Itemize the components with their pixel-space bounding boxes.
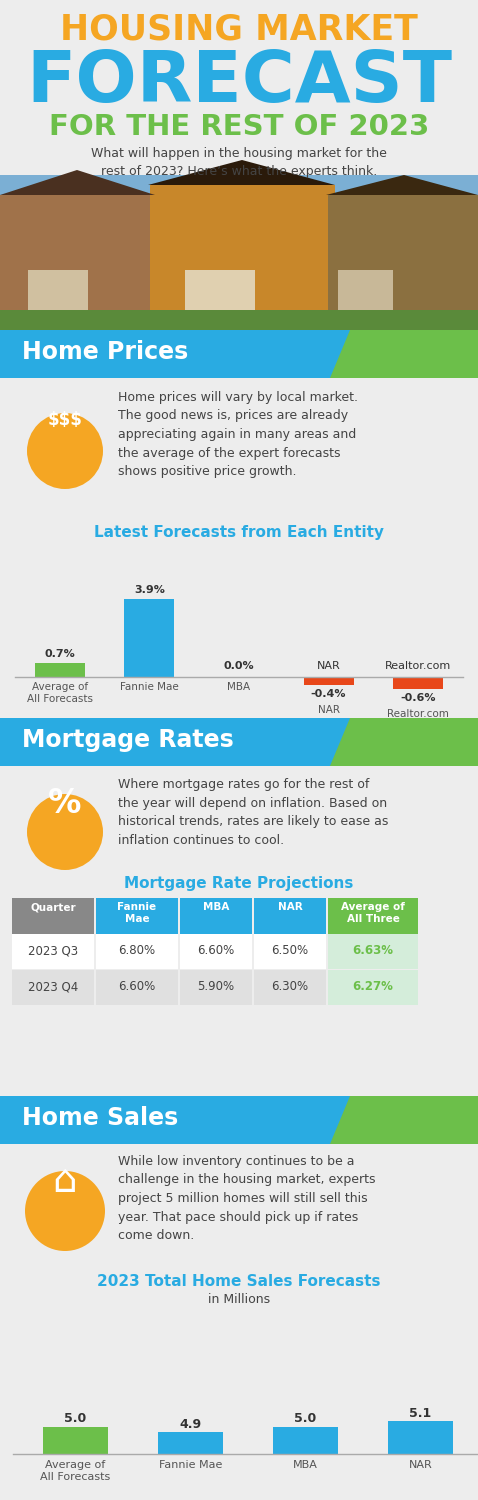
Bar — [150, 184, 335, 310]
Polygon shape — [0, 718, 370, 766]
Circle shape — [27, 413, 103, 489]
Text: $$$: $$$ — [48, 411, 82, 429]
Text: 5.1: 5.1 — [409, 1407, 432, 1420]
Bar — [158, 1432, 223, 1454]
Text: Mortgage Rates: Mortgage Rates — [22, 728, 234, 752]
Bar — [0, 176, 478, 214]
Text: in Millions: in Millions — [208, 1293, 270, 1306]
Text: Latest Forecasts from Each Entity: Latest Forecasts from Each Entity — [94, 525, 384, 540]
Text: ⌂: ⌂ — [53, 1162, 77, 1200]
Text: What will happen in the housing market for the
rest of 2023? Here’s what the exp: What will happen in the housing market f… — [91, 147, 387, 178]
Text: 6.80%: 6.80% — [119, 944, 155, 957]
Text: 6.30%: 6.30% — [272, 980, 309, 993]
Text: 6.60%: 6.60% — [197, 944, 235, 957]
Polygon shape — [326, 176, 478, 195]
Text: 5.0: 5.0 — [65, 1413, 87, 1425]
Text: NAR: NAR — [317, 705, 339, 716]
Text: Realtor.com: Realtor.com — [387, 710, 449, 718]
Bar — [304, 676, 354, 686]
Text: 6.60%: 6.60% — [119, 980, 156, 993]
Bar — [338, 270, 393, 310]
Text: 2023 Q4: 2023 Q4 — [28, 980, 78, 993]
Bar — [180, 970, 252, 1005]
Text: NAR: NAR — [409, 1460, 433, 1470]
Bar — [0, 0, 478, 176]
Text: Average of
All Forecasts: Average of All Forecasts — [40, 1460, 110, 1482]
Text: Where mortgage rates go for the rest of
the year will depend on inflation. Based: Where mortgage rates go for the rest of … — [118, 778, 388, 846]
Bar — [0, 310, 478, 330]
Text: Fannie Mae: Fannie Mae — [120, 682, 179, 692]
Bar — [328, 934, 418, 969]
Bar — [328, 898, 418, 934]
Text: 2023 Q3: 2023 Q3 — [28, 944, 78, 957]
Text: Fannie
Mae: Fannie Mae — [118, 902, 157, 924]
Text: 3.9%: 3.9% — [134, 585, 165, 596]
Bar — [28, 270, 88, 310]
Polygon shape — [148, 160, 335, 184]
Text: 0.7%: 0.7% — [44, 650, 75, 658]
Bar — [96, 898, 178, 934]
Text: While low inventory continues to be a
challenge in the housing market, experts
p: While low inventory continues to be a ch… — [118, 1155, 376, 1242]
Text: 6.63%: 6.63% — [352, 944, 393, 957]
Bar — [273, 1426, 338, 1454]
Bar — [96, 934, 178, 969]
Text: MBA: MBA — [203, 902, 229, 912]
Bar — [185, 270, 255, 310]
Text: HOUSING MARKET: HOUSING MARKET — [60, 12, 418, 46]
Text: Mortgage Rate Projections: Mortgage Rate Projections — [124, 876, 354, 891]
Polygon shape — [0, 330, 370, 378]
Bar — [254, 934, 326, 969]
Text: Home prices will vary by local market.
The good news is, prices are already
appr: Home prices will vary by local market. T… — [118, 392, 358, 478]
Bar — [124, 598, 174, 676]
Text: -0.4%: -0.4% — [311, 688, 347, 699]
Text: Average of
All Three: Average of All Three — [341, 902, 405, 924]
Circle shape — [27, 794, 103, 870]
Bar — [0, 382, 478, 524]
Text: 4.9: 4.9 — [179, 1418, 202, 1431]
Bar — [388, 1420, 453, 1454]
Text: 6.50%: 6.50% — [272, 944, 309, 957]
Text: 0.0%: 0.0% — [224, 662, 254, 670]
Bar — [12, 898, 94, 934]
Text: NAR: NAR — [278, 902, 303, 912]
Bar — [0, 195, 155, 310]
Bar — [0, 772, 478, 871]
Text: 5.90%: 5.90% — [197, 980, 235, 993]
Text: Home Prices: Home Prices — [22, 340, 188, 364]
Bar — [12, 970, 94, 1005]
Text: %: % — [48, 788, 82, 820]
Text: Home Sales: Home Sales — [22, 1106, 178, 1130]
Polygon shape — [330, 718, 478, 766]
Circle shape — [25, 1172, 105, 1251]
Text: FORECAST: FORECAST — [26, 48, 452, 117]
Text: Realtor.com: Realtor.com — [385, 662, 451, 670]
Text: Quarter: Quarter — [30, 902, 76, 912]
Text: 5.0: 5.0 — [294, 1413, 316, 1425]
Bar — [96, 970, 178, 1005]
Bar — [43, 1426, 108, 1454]
Polygon shape — [330, 1096, 478, 1144]
Text: Average of
All Forecasts: Average of All Forecasts — [27, 682, 93, 703]
Text: MBA: MBA — [228, 682, 250, 692]
Text: 6.27%: 6.27% — [353, 980, 393, 993]
Text: MBA: MBA — [293, 1460, 318, 1470]
Text: NAR: NAR — [317, 662, 340, 670]
Bar — [180, 898, 252, 934]
Polygon shape — [330, 330, 478, 378]
Polygon shape — [0, 170, 155, 195]
Text: -0.6%: -0.6% — [401, 693, 436, 703]
Bar — [35, 663, 85, 676]
Bar — [254, 898, 326, 934]
Text: FOR THE REST OF 2023: FOR THE REST OF 2023 — [49, 112, 429, 141]
Bar — [0, 1149, 478, 1269]
Bar — [12, 934, 94, 969]
Text: 2023 Total Home Sales Forecasts: 2023 Total Home Sales Forecasts — [97, 1274, 381, 1288]
Polygon shape — [0, 1096, 370, 1144]
Bar — [180, 934, 252, 969]
Text: Fannie Mae: Fannie Mae — [159, 1460, 222, 1470]
Bar — [254, 970, 326, 1005]
Bar — [328, 195, 478, 310]
Bar — [328, 970, 418, 1005]
Bar — [393, 676, 443, 688]
